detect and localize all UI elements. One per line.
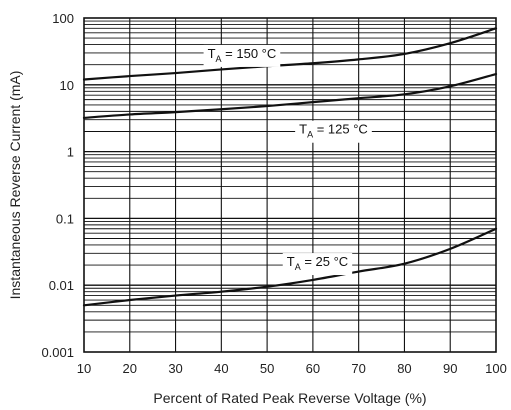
grid-lines — [84, 18, 496, 352]
plot-frame — [84, 18, 496, 352]
x-tick-label: 50 — [260, 361, 274, 376]
curve-line-0 — [84, 28, 496, 79]
y-tick-label: 100 — [52, 11, 74, 26]
y-axis-label: Instantaneous Reverse Current (mA) — [7, 71, 23, 300]
y-tick-labels: 0.001 0.01 0.1 1 10 100 — [41, 11, 74, 360]
y-tick-label: 0.01 — [49, 278, 74, 293]
x-tick-label: 90 — [443, 361, 457, 376]
x-tick-labels: 10 20 30 40 50 60 70 80 90 100 — [77, 361, 507, 376]
x-tick-label: 80 — [397, 361, 411, 376]
y-tick-label: 0.001 — [41, 345, 74, 360]
y-tick-label: 0.1 — [56, 211, 74, 226]
x-tick-label: 20 — [123, 361, 137, 376]
x-axis-label: Percent of Rated Peak Reverse Voltage (%… — [153, 390, 426, 406]
x-tick-label: 40 — [214, 361, 228, 376]
x-tick-label: 10 — [77, 361, 91, 376]
y-tick-label: 10 — [60, 78, 74, 93]
x-tick-label: 30 — [168, 361, 182, 376]
x-tick-label: 60 — [306, 361, 320, 376]
y-tick-label: 1 — [67, 145, 74, 160]
x-tick-label: 70 — [351, 361, 365, 376]
x-tick-label: 100 — [485, 361, 507, 376]
curve-labels: TA = 150 °CTA = 125 °CTA = 25 °C — [204, 45, 372, 275]
